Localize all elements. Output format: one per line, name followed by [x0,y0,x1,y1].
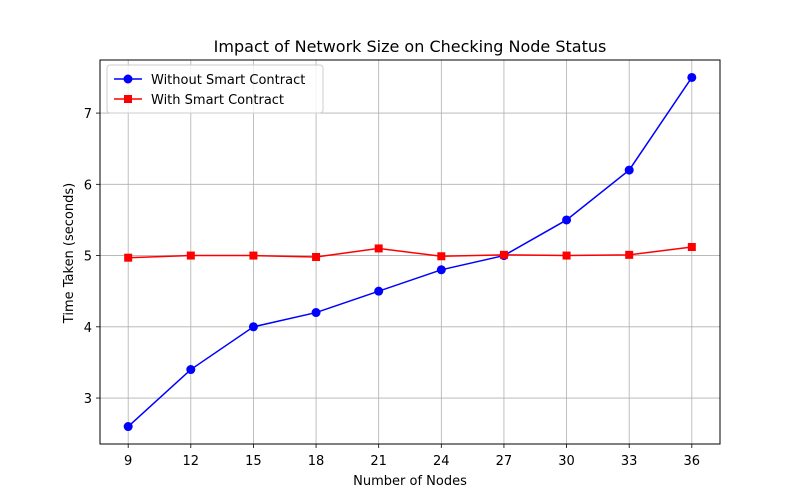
data-point-without-smart-contract [562,215,572,225]
series-line-with-smart-contract [128,246,692,259]
data-point-with-smart-contract [562,251,571,260]
data-point-without-smart-contract [687,72,697,82]
grid [100,60,720,444]
data-point-without-smart-contract [186,365,196,375]
plot-frame [99,59,721,445]
data-point-without-smart-contract [248,322,258,332]
x-tick-label: 33 [621,454,638,469]
y-tick-label: 5 [84,250,92,265]
x-tick-label: 9 [124,454,132,469]
legend-label-with-smart-contract: With Smart Contract [151,93,284,108]
data-point-with-smart-contract [124,253,133,262]
y-tick-label: 3 [84,392,92,407]
x-tick-label: 36 [684,454,701,469]
data-point-with-smart-contract [312,252,321,261]
series-line-without-smart-contract [127,77,693,428]
y-tick-label: 6 [84,178,92,193]
y-tick-label: 7 [84,107,92,122]
data-point-with-smart-contract [437,252,446,261]
legend-marker-with-smart-contract [124,95,132,103]
data-point-with-smart-contract [499,250,508,259]
y-axis-ticks: 3 4 5 6 7 [84,107,100,407]
legend-marker-without-smart-contract [123,74,133,84]
data-point-with-smart-contract [186,251,195,260]
legend-box [106,64,324,114]
x-tick-label: 12 [183,454,200,469]
x-tick-label: 27 [496,454,513,469]
data-point-with-smart-contract [374,244,383,253]
data-point-with-smart-contract [687,243,696,252]
x-tick-label: 18 [308,454,325,469]
data-point-without-smart-contract [624,165,634,175]
x-tick-label: 21 [370,454,387,469]
data-point-without-smart-contract [374,286,384,296]
data-point-without-smart-contract [311,308,321,318]
data-point-without-smart-contract [123,422,133,432]
x-tick-label: 15 [245,454,262,469]
data-point-without-smart-contract [436,265,446,275]
x-axis-ticks: 9 12 15 18 21 24 27 30 33 36 [124,444,700,469]
legend-label-without-smart-contract: Without Smart Contract [151,73,305,88]
y-tick-label: 4 [84,321,92,336]
chart-title: Impact of Network Size on Checking Node … [214,37,607,56]
data-point-with-smart-contract [249,251,258,260]
series-layer [123,72,697,432]
x-tick-label: 24 [433,454,450,469]
legend: Without Smart Contract With Smart Contra… [106,64,324,114]
data-point-with-smart-contract [625,250,634,259]
x-tick-label: 30 [558,454,575,469]
x-axis-label: Number of Nodes [353,474,467,489]
y-axis-label: Time Taken (seconds) [62,183,77,324]
